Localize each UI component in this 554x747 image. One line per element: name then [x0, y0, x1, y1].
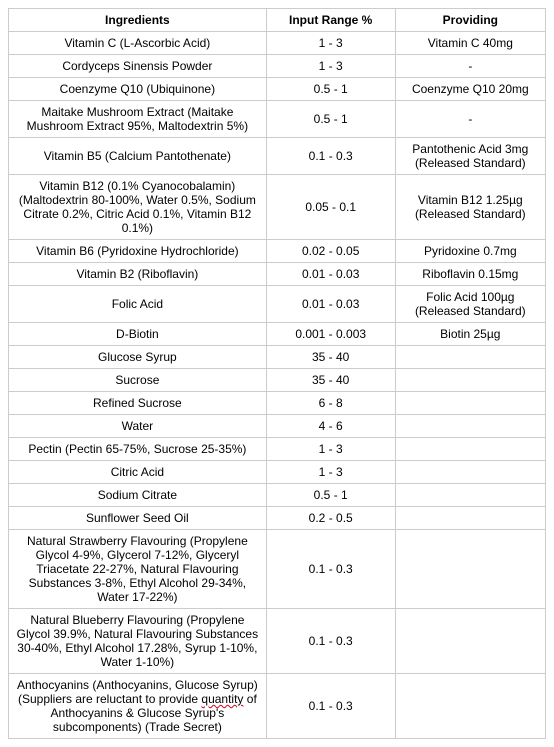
cell-range: 0.01 - 0.03: [266, 263, 395, 286]
cell-range: 0.05 - 0.1: [266, 175, 395, 240]
table-row: D-Biotin0.001 - 0.003Biotin 25µg: [9, 323, 546, 346]
cell-range: 0.5 - 1: [266, 101, 395, 138]
cell-providing: [395, 438, 545, 461]
table-row: Natural Blueberry Flavouring (Propylene …: [9, 609, 546, 674]
table-row: Vitamin C (L-Ascorbic Acid)1 - 3Vitamin …: [9, 32, 546, 55]
table-row: Folic Acid0.01 - 0.03Folic Acid 100µg (R…: [9, 286, 546, 323]
cell-ingredient: Folic Acid: [9, 286, 267, 323]
cell-ingredient: Refined Sucrose: [9, 392, 267, 415]
col-header-ingredients: Ingredients: [9, 9, 267, 32]
cell-ingredient: Vitamin B2 (Riboflavin): [9, 263, 267, 286]
cell-providing: [395, 346, 545, 369]
cell-range: 1 - 3: [266, 438, 395, 461]
table-row: Refined Sucrose6 - 8: [9, 392, 546, 415]
cell-providing: [395, 530, 545, 609]
cell-providing: Pantothenic Acid 3mg (Released Standard): [395, 138, 545, 175]
cell-range: 0.5 - 1: [266, 484, 395, 507]
cell-providing: [395, 461, 545, 484]
cell-providing: [395, 392, 545, 415]
cell-range: 0.1 - 0.3: [266, 530, 395, 609]
cell-providing: [395, 369, 545, 392]
table-row: Natural Strawberry Flavouring (Propylene…: [9, 530, 546, 609]
table-row: Sodium Citrate0.5 - 1: [9, 484, 546, 507]
table-row: Cordyceps Sinensis Powder1 - 3-: [9, 55, 546, 78]
cell-range: 0.001 - 0.003: [266, 323, 395, 346]
cell-range: 6 - 8: [266, 392, 395, 415]
cell-ingredient: Natural Strawberry Flavouring (Propylene…: [9, 530, 267, 609]
cell-providing: [395, 415, 545, 438]
table-row: Vitamin B5 (Calcium Pantothenate)0.1 - 0…: [9, 138, 546, 175]
cell-providing: [395, 507, 545, 530]
table-row: Pectin (Pectin 65-75%, Sucrose 25-35%)1 …: [9, 438, 546, 461]
cell-range: 35 - 40: [266, 346, 395, 369]
cell-range: 1 - 3: [266, 32, 395, 55]
cell-providing: Coenzyme Q10 20mg: [395, 78, 545, 101]
cell-ingredient: Anthocyanins (Anthocyanins, Glucose Syru…: [9, 674, 267, 739]
table-row: Vitamin B12 (0.1% Cyanocobalamin) (Malto…: [9, 175, 546, 240]
cell-ingredient: Water: [9, 415, 267, 438]
table-row: Vitamin B2 (Riboflavin)0.01 - 0.03Ribofl…: [9, 263, 546, 286]
table-row: Glucose Syrup35 - 40: [9, 346, 546, 369]
cell-ingredient: Natural Blueberry Flavouring (Propylene …: [9, 609, 267, 674]
cell-providing: Pyridoxine 0.7mg: [395, 240, 545, 263]
cell-ingredient: Vitamin B6 (Pyridoxine Hydrochloride): [9, 240, 267, 263]
cell-range: 0.1 - 0.3: [266, 609, 395, 674]
cell-providing: -: [395, 101, 545, 138]
cell-ingredient: Sodium Citrate: [9, 484, 267, 507]
col-header-range: Input Range %: [266, 9, 395, 32]
cell-ingredient: Citric Acid: [9, 461, 267, 484]
table-row: Vitamin B6 (Pyridoxine Hydrochloride)0.0…: [9, 240, 546, 263]
cell-ingredient: Glucose Syrup: [9, 346, 267, 369]
cell-providing: Riboflavin 0.15mg: [395, 263, 545, 286]
table-row: Sunflower Seed Oil0.2 - 0.5: [9, 507, 546, 530]
cell-ingredient: Sunflower Seed Oil: [9, 507, 267, 530]
cell-range: 35 - 40: [266, 369, 395, 392]
cell-range: 0.1 - 0.3: [266, 138, 395, 175]
cell-ingredient: D-Biotin: [9, 323, 267, 346]
table-row: Sucrose35 - 40: [9, 369, 546, 392]
cell-range: 1 - 3: [266, 461, 395, 484]
ingredients-table: Ingredients Input Range % Providing Vita…: [8, 8, 546, 739]
cell-providing: [395, 484, 545, 507]
cell-ingredient: Cordyceps Sinensis Powder: [9, 55, 267, 78]
cell-providing: Vitamin C 40mg: [395, 32, 545, 55]
table-header-row: Ingredients Input Range % Providing: [9, 9, 546, 32]
spellcheck-squiggle: quantity: [201, 692, 243, 706]
cell-providing: Vitamin B12 1.25µg (Released Standard): [395, 175, 545, 240]
cell-ingredient: Coenzyme Q10 (Ubiquinone): [9, 78, 267, 101]
table-row: Anthocyanins (Anthocyanins, Glucose Syru…: [9, 674, 546, 739]
cell-ingredient: Sucrose: [9, 369, 267, 392]
table-row: Maitake Mushroom Extract (Maitake Mushro…: [9, 101, 546, 138]
cell-ingredient: Vitamin B12 (0.1% Cyanocobalamin) (Malto…: [9, 175, 267, 240]
cell-range: 0.2 - 0.5: [266, 507, 395, 530]
table-row: Coenzyme Q10 (Ubiquinone)0.5 - 1Coenzyme…: [9, 78, 546, 101]
cell-range: 4 - 6: [266, 415, 395, 438]
table-row: Water4 - 6: [9, 415, 546, 438]
cell-providing: [395, 609, 545, 674]
cell-providing: Biotin 25µg: [395, 323, 545, 346]
cell-range: 0.1 - 0.3: [266, 674, 395, 739]
cell-range: 0.5 - 1: [266, 78, 395, 101]
cell-ingredient: Maitake Mushroom Extract (Maitake Mushro…: [9, 101, 267, 138]
cell-range: 0.01 - 0.03: [266, 286, 395, 323]
cell-range: 1 - 3: [266, 55, 395, 78]
cell-providing: [395, 674, 545, 739]
col-header-providing: Providing: [395, 9, 545, 32]
cell-providing: Folic Acid 100µg (Released Standard): [395, 286, 545, 323]
cell-ingredient: Vitamin B5 (Calcium Pantothenate): [9, 138, 267, 175]
cell-ingredient: Pectin (Pectin 65-75%, Sucrose 25-35%): [9, 438, 267, 461]
cell-range: 0.02 - 0.05: [266, 240, 395, 263]
table-row: Citric Acid1 - 3: [9, 461, 546, 484]
cell-providing: -: [395, 55, 545, 78]
cell-ingredient: Vitamin C (L-Ascorbic Acid): [9, 32, 267, 55]
